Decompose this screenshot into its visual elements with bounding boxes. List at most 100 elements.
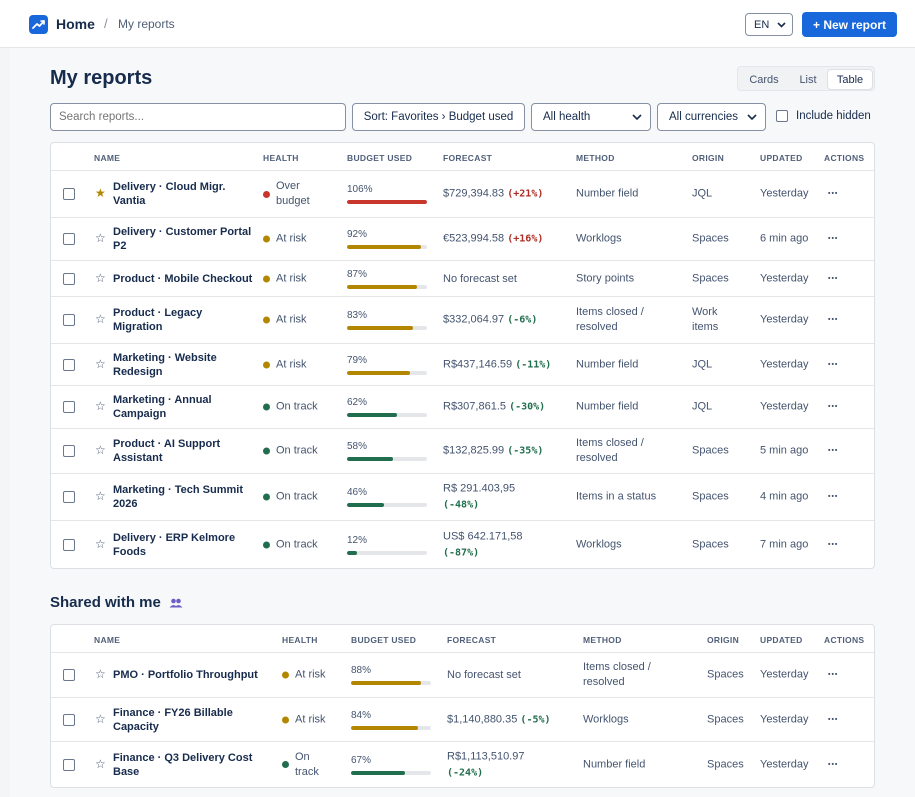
table-row[interactable]: ☆ Marketing · Website Redesign At risk 79% R$… [51, 344, 874, 386]
origin-line: Spaces [692, 490, 729, 503]
column-origin[interactable]: ORIGIN [707, 635, 740, 645]
budget-percent: 92% [347, 229, 368, 240]
star-outline-icon[interactable]: ☆ [95, 711, 106, 726]
column-health[interactable]: HEALTH [263, 153, 299, 163]
column-forecast[interactable]: FORECAST [443, 153, 493, 163]
report-name-link[interactable]: Finance · FY26 Billable Capacity [113, 706, 233, 734]
table-row[interactable]: ☆ Delivery · ERP Kelmore Foods On track 12% U… [51, 521, 874, 569]
health-filter-select[interactable]: All health [531, 103, 651, 131]
more-actions-icon[interactable]: ••• [828, 716, 839, 723]
column-health[interactable]: HEALTH [282, 635, 318, 645]
include-hidden-checkbox[interactable] [776, 110, 788, 122]
row-checkbox[interactable] [63, 314, 75, 326]
report-name-link[interactable]: Marketing · Tech Summit 2026 [113, 483, 243, 511]
row-checkbox[interactable] [63, 358, 75, 371]
column-name[interactable]: NAME [94, 153, 121, 163]
table-row[interactable]: ☆ Delivery · Customer Portal P2 At risk 92% €… [51, 218, 874, 261]
row-checkbox[interactable] [63, 445, 75, 457]
row-checkbox[interactable] [63, 188, 75, 200]
more-actions-icon[interactable]: ••• [828, 361, 839, 368]
table-row[interactable]: ☆ PMO · Portfolio Throughput At risk 88% No … [51, 653, 874, 698]
star-outline-icon[interactable]: ☆ [95, 356, 106, 371]
report-name-link[interactable]: Delivery · Cloud Migr. Vantia [113, 180, 225, 208]
view-list-button[interactable]: List [799, 73, 817, 86]
include-hidden-toggle[interactable]: Include hidden [776, 110, 871, 122]
star-filled-icon[interactable]: ★ [95, 186, 106, 201]
table-row[interactable]: ☆ Product · AI Support Assistant On track 58… [51, 429, 874, 474]
language-select[interactable]: EN [745, 13, 793, 36]
include-hidden-label: Include hidden [796, 110, 871, 122]
column-method[interactable]: METHOD [583, 635, 622, 645]
column-origin[interactable]: ORIGIN [692, 153, 725, 163]
forecast-delta: (-35%) [507, 445, 544, 457]
row-checkbox[interactable] [63, 539, 75, 551]
origin-value: Spaces [692, 232, 729, 247]
more-actions-icon[interactable]: ••• [828, 235, 839, 243]
view-cards-button[interactable]: Cards [749, 73, 779, 86]
table-row[interactable]: ☆ Finance · Q3 Delivery Cost Base On track 67… [51, 742, 874, 787]
more-actions-icon[interactable]: ••• [828, 190, 839, 198]
more-actions-icon[interactable]: ••• [828, 403, 839, 411]
view-table-button[interactable]: Table [828, 70, 872, 89]
report-name-link[interactable]: PMO · Portfolio Throughput [113, 668, 258, 682]
report-name-link[interactable]: Marketing · Annual Campaign [113, 393, 212, 421]
star-outline-icon[interactable]: ☆ [95, 443, 106, 458]
forecast-value: R$1,113,510.97 (-24%) [447, 748, 524, 781]
report-name-link[interactable]: Delivery · Customer Portal P2 [113, 225, 251, 253]
more-actions-icon[interactable]: ••• [828, 316, 839, 324]
more-actions-icon[interactable]: ••• [828, 493, 839, 501]
breadcrumb-home[interactable]: Home [56, 16, 95, 32]
table-row[interactable]: ☆ Marketing · Annual Campaign On track 62% R$… [51, 386, 874, 429]
budget-used: 92% [347, 229, 427, 249]
star-outline-icon[interactable]: ☆ [95, 537, 106, 552]
more-actions-icon[interactable]: ••• [828, 761, 839, 768]
star-outline-icon[interactable]: ☆ [95, 756, 106, 771]
more-actions-icon[interactable]: ••• [828, 671, 839, 679]
table-row[interactable]: ☆ Product · Mobile Checkout At risk 87% No f… [51, 261, 874, 297]
table-row[interactable]: ☆ Product · Legacy Migration At risk 83% $332… [51, 297, 874, 344]
row-checkbox[interactable] [63, 713, 75, 726]
new-report-button[interactable]: + New report [802, 12, 897, 37]
method-line: Items closed / [583, 661, 651, 673]
star-outline-icon[interactable]: ☆ [95, 231, 106, 246]
column-budget-used[interactable]: BUDGET USED [351, 635, 417, 645]
sort-button[interactable]: Sort: Favorites › Budget used [352, 103, 525, 131]
row-checkbox[interactable] [63, 272, 75, 285]
report-name-link[interactable]: Product · Legacy Migration [113, 306, 202, 334]
report-name-link[interactable]: Product · AI Support Assistant [113, 437, 220, 465]
more-actions-icon[interactable]: ••• [828, 275, 839, 282]
health-status: At risk [263, 232, 307, 247]
budget-used: 84% [351, 710, 431, 730]
currency-filter-select[interactable]: All currencies [657, 103, 766, 131]
report-name-link[interactable]: Product · Mobile Checkout [113, 272, 252, 286]
row-checkbox[interactable] [63, 669, 75, 681]
more-actions-icon[interactable]: ••• [828, 447, 839, 455]
star-outline-icon[interactable]: ☆ [95, 312, 106, 327]
star-outline-icon[interactable]: ☆ [95, 399, 106, 414]
star-outline-icon[interactable]: ☆ [95, 667, 106, 682]
column-name[interactable]: NAME [94, 635, 121, 645]
row-checkbox[interactable] [63, 758, 75, 771]
table-row[interactable]: ☆ Marketing · Tech Summit 2026 On track 46% R… [51, 474, 874, 521]
more-actions-icon[interactable]: ••• [828, 541, 839, 549]
column-forecast[interactable]: FORECAST [447, 635, 497, 645]
star-outline-icon[interactable]: ☆ [95, 489, 106, 504]
column-budget-used[interactable]: BUDGET USED [347, 153, 413, 163]
table-row[interactable]: ★ Delivery · Cloud Migr. Vantia Over budget 1… [51, 171, 874, 218]
report-name-link[interactable]: Finance · Q3 Delivery Cost Base [113, 751, 252, 779]
row-checkbox[interactable] [63, 491, 75, 503]
star-outline-icon[interactable]: ☆ [95, 270, 106, 285]
search-input[interactable] [50, 103, 346, 131]
app-logo-icon[interactable] [29, 15, 48, 34]
table-row[interactable]: ☆ Finance · FY26 Billable Capacity At risk 8… [51, 698, 874, 742]
column-updated[interactable]: UPDATED [760, 635, 803, 645]
row-checkbox[interactable] [63, 233, 75, 245]
report-name-link[interactable]: Marketing · Website Redesign [113, 351, 217, 379]
row-checkbox[interactable] [63, 401, 75, 413]
report-name-link[interactable]: Delivery · ERP Kelmore Foods [113, 531, 235, 559]
forecast-value: R$ 291.403,95 (-48%) [443, 481, 515, 514]
origin-value: JQL [692, 187, 712, 202]
forecast-value: No forecast set [443, 271, 517, 287]
column-method[interactable]: METHOD [576, 153, 615, 163]
column-updated[interactable]: UPDATED [760, 153, 803, 163]
